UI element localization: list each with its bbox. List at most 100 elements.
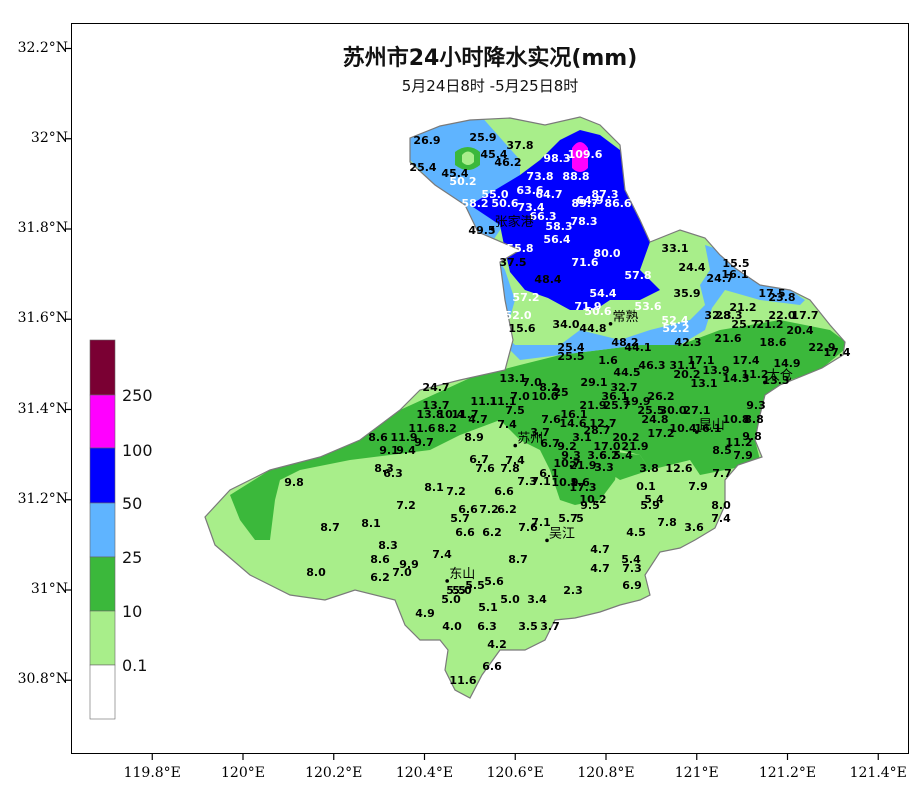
station-value: 31.1 bbox=[669, 359, 696, 372]
station-value: 10.8 bbox=[722, 413, 749, 426]
station-value: 10.9 bbox=[551, 476, 578, 489]
station-value: 8.1 bbox=[424, 481, 444, 494]
station-value: 3.5 bbox=[518, 620, 538, 633]
station-value: 16.1 bbox=[694, 422, 721, 435]
station-value: 34.0 bbox=[552, 318, 579, 331]
station-value: 20.2 bbox=[612, 431, 639, 444]
station-value: 5.7 bbox=[450, 512, 470, 525]
station-value: 22.9 bbox=[808, 341, 835, 354]
station-value: 3.7 bbox=[540, 620, 560, 633]
station-value: 45.4 bbox=[441, 167, 468, 180]
station-value: 7.6 bbox=[518, 521, 538, 534]
station-value: 25.4 bbox=[409, 161, 436, 174]
station-value: 9.8 bbox=[742, 430, 762, 443]
city-marker bbox=[513, 443, 518, 448]
station-value: 7.0 bbox=[392, 566, 412, 579]
station-value: 8.8 bbox=[744, 413, 764, 426]
station-value: 80.0 bbox=[593, 247, 620, 260]
station-value: 26.2 bbox=[647, 390, 674, 403]
x-tick-label: 120.6°E bbox=[486, 765, 544, 781]
station-value: 5.4 bbox=[644, 493, 664, 506]
station-value: 11.2 bbox=[741, 368, 768, 381]
station-value: 6.6 bbox=[455, 526, 475, 539]
station-value: 5.4 bbox=[613, 449, 633, 462]
x-tick-label: 120.8°E bbox=[577, 765, 635, 781]
station-value: 11.9 bbox=[390, 431, 417, 444]
station-value: 24.7 bbox=[422, 381, 449, 394]
station-value: 13.1 bbox=[499, 372, 526, 385]
station-value: 8.6 bbox=[368, 431, 388, 444]
y-tick-label: 32°N bbox=[30, 129, 68, 146]
legend-label-50: 50 bbox=[122, 494, 143, 513]
legend-label-250: 250 bbox=[122, 386, 153, 405]
station-value: 9.1 bbox=[379, 444, 399, 457]
station-value: 22.0 bbox=[768, 309, 795, 322]
station-value: 11.6 bbox=[408, 422, 435, 435]
station-value: 5.9 bbox=[640, 499, 660, 512]
station-value: 7.4 bbox=[497, 418, 517, 431]
station-value: 52.4 bbox=[661, 314, 688, 327]
station-value: 20.2 bbox=[673, 368, 700, 381]
station-value: 17.7 bbox=[791, 309, 818, 322]
station-value: 23.8 bbox=[768, 291, 795, 304]
station-value: 6.3 bbox=[383, 467, 403, 480]
station-value: 3.8 bbox=[639, 462, 659, 475]
station-value: 11.7 bbox=[451, 408, 478, 421]
station-value: 4.7 bbox=[590, 562, 610, 575]
station-value: 33.1 bbox=[661, 242, 688, 255]
station-value: 0.1 bbox=[636, 480, 656, 493]
station-value: 48.2 bbox=[611, 336, 638, 349]
station-value: 11.2 bbox=[725, 436, 752, 449]
station-value: 6.6 bbox=[458, 503, 478, 516]
station-value: 3.6 bbox=[684, 521, 704, 534]
station-value: 9.2 bbox=[557, 440, 577, 453]
station-value: 7.9 bbox=[688, 480, 708, 493]
station-value: 25.9 bbox=[469, 131, 496, 144]
city-marker bbox=[445, 579, 449, 583]
station-value: 17.5 bbox=[758, 287, 785, 300]
city-label: 苏州 bbox=[517, 431, 543, 447]
station-value: 24.7 bbox=[706, 272, 733, 285]
city-marker bbox=[694, 430, 699, 434]
station-value: 7.1 bbox=[531, 475, 551, 488]
station-value: 25.5 bbox=[637, 404, 664, 417]
station-value: 44.8 bbox=[579, 322, 606, 335]
station-value: 64.9 bbox=[576, 194, 603, 207]
station-value: 9.8 bbox=[284, 476, 304, 489]
station-value: 16.1 bbox=[721, 268, 748, 281]
station-value: 8.3 bbox=[378, 539, 398, 552]
station-value: 17.1 bbox=[687, 354, 714, 367]
station-value: 45.4 bbox=[480, 148, 507, 161]
station-value: 86.6 bbox=[604, 197, 631, 210]
station-value: 1.6 bbox=[598, 354, 618, 367]
station-value: 7.5 bbox=[505, 404, 525, 417]
y-tick-label: 31°N bbox=[30, 581, 68, 597]
station-value: 50.6 bbox=[491, 197, 518, 210]
station-value: 6.6 bbox=[482, 660, 502, 673]
station-value: 25.4 bbox=[557, 341, 584, 354]
station-value: 28.7 bbox=[583, 424, 610, 437]
station-value: 37.8 bbox=[506, 139, 533, 152]
station-value: 7.2 bbox=[479, 503, 499, 516]
station-value: 56.4 bbox=[543, 233, 570, 246]
station-value: 17.4 bbox=[732, 354, 759, 367]
station-value: 8.1 bbox=[361, 517, 381, 530]
station-value: 11.1 bbox=[489, 395, 516, 408]
station-value: 4.0 bbox=[442, 620, 462, 633]
station-value: 25.7 bbox=[603, 399, 630, 412]
station-value: 50.6 bbox=[584, 305, 611, 318]
station-value: 10.2 bbox=[579, 493, 606, 506]
station-value: 87.3 bbox=[591, 188, 618, 201]
city-label: 太仓 bbox=[767, 368, 793, 383]
station-value: 10.7 bbox=[553, 457, 580, 470]
station-value: 63.6 bbox=[516, 184, 543, 197]
station-value: 9.5 bbox=[580, 499, 600, 512]
station-value: 44.1 bbox=[624, 341, 651, 354]
legend-label-25: 25 bbox=[122, 548, 143, 567]
station-value: 3.7 bbox=[530, 426, 550, 439]
station-value: 25 bbox=[553, 386, 568, 399]
station-value: 35.9 bbox=[673, 287, 700, 300]
station-value: 3.4 bbox=[527, 593, 547, 606]
station-value: 8.3 bbox=[374, 462, 394, 475]
